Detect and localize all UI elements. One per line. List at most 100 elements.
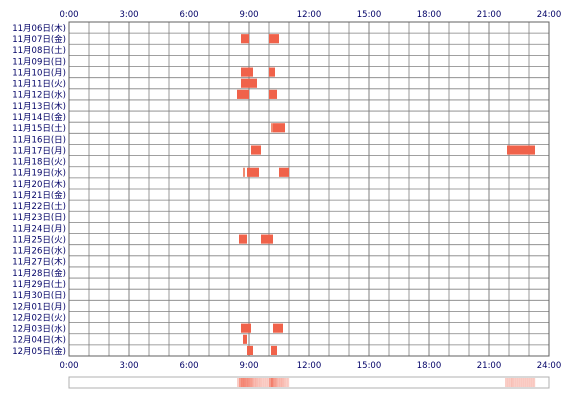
row-label: 11月19日(水) <box>12 168 66 179</box>
row-labels: 11月06日(木)11月07日(金)11月08日(土)11月09日(日)11月1… <box>12 23 66 357</box>
summary-density-cell <box>279 378 282 387</box>
summary-density-cell <box>507 378 510 387</box>
summary-strip <box>68 376 550 389</box>
event-block <box>239 234 247 244</box>
event-block <box>241 67 253 77</box>
event-block <box>513 145 535 155</box>
row-label: 11月24日(月) <box>12 224 66 234</box>
row-label: 11月28日(金) <box>12 268 66 279</box>
bottom-tick-label: 6:00 <box>179 361 198 371</box>
summary-density-cell <box>531 378 534 387</box>
bottom-tick-label: 12:00 <box>297 361 322 371</box>
summary-density-cell <box>241 378 244 387</box>
bottom-tick-label: 18:00 <box>417 361 442 371</box>
row-label: 12月05日(金) <box>12 346 66 357</box>
event-block <box>251 145 261 155</box>
summary-density-cell <box>247 378 250 387</box>
row-label: 11月17日(月) <box>12 146 66 156</box>
top-tick-label: 12:00 <box>297 10 322 20</box>
event-block <box>273 323 283 333</box>
row-label: 11月30日(日) <box>12 291 66 301</box>
row-label: 11月06日(木) <box>12 23 66 34</box>
summary-density-cell <box>243 378 246 387</box>
event-block <box>241 323 251 333</box>
row-label: 11月18日(火) <box>12 158 66 168</box>
event-block <box>241 34 249 44</box>
summary-density-cell <box>517 378 520 387</box>
top-tick-label: 21:00 <box>477 10 502 20</box>
event-blocks <box>237 34 535 355</box>
top-axis-labels: 0:00 3:00 6:00 9:00 12:00 15:00 18:00 21:00 24:0… <box>59 10 561 20</box>
summary-density-cell <box>527 378 530 387</box>
summary-density-cell <box>509 378 512 387</box>
summary-density-cell <box>277 378 280 387</box>
top-tick-label: 15:00 <box>357 10 382 20</box>
row-label: 12月04日(木) <box>12 335 66 346</box>
row-label: 11月21日(金) <box>12 190 66 201</box>
row-label: 11月15日(土) <box>12 123 66 134</box>
top-tick-label: 6:00 <box>179 10 198 20</box>
bottom-tick-label: 0:00 <box>59 361 78 371</box>
summary-density-cell <box>529 378 532 387</box>
row-label: 11月20日(木) <box>12 179 66 190</box>
row-label: 11月09日(日) <box>12 57 66 67</box>
event-block <box>243 334 247 344</box>
row-label: 11月07日(金) <box>12 34 66 45</box>
event-block <box>273 34 279 44</box>
summary-density-cell <box>511 378 514 387</box>
summary-density-cell <box>255 378 258 387</box>
summary-density-cell <box>285 378 288 387</box>
row-label: 11月11日(火) <box>12 80 66 90</box>
event-block <box>243 167 245 177</box>
row-label: 11月27日(木) <box>12 257 66 268</box>
summary-density-cell <box>257 378 260 387</box>
summary-density-cell <box>273 378 276 387</box>
row-label: 11月25日(火) <box>12 235 66 245</box>
row-label: 11月13日(木) <box>12 101 66 112</box>
summary-density-cell <box>237 378 240 387</box>
summary-density-cell <box>269 378 272 387</box>
row-label: 11月10日(月) <box>12 68 66 78</box>
summary-density-cell <box>261 378 264 387</box>
event-block <box>507 145 513 155</box>
plot-border <box>68 21 550 357</box>
summary-density-cell <box>275 378 278 387</box>
top-tick-label: 9:00 <box>239 10 258 20</box>
summary-density-cell <box>505 378 508 387</box>
summary-strip-frame <box>68 376 550 389</box>
summary-density-cell <box>249 378 252 387</box>
row-label: 12月02日(火) <box>12 313 66 323</box>
chart-grid <box>68 21 550 357</box>
event-block <box>271 123 273 133</box>
event-block <box>273 123 285 133</box>
row-label: 11月16日(日) <box>12 135 66 145</box>
event-block <box>269 34 273 44</box>
event-block <box>261 234 273 244</box>
summary-density-cell <box>287 378 290 387</box>
event-block <box>269 67 275 77</box>
row-label: 11月26日(水) <box>12 246 66 257</box>
row-label: 11月08日(土) <box>12 45 66 56</box>
summary-density-cell <box>513 378 516 387</box>
bottom-tick-label: 9:00 <box>239 361 258 371</box>
summary-density-cell <box>251 378 254 387</box>
event-block <box>271 345 277 355</box>
summary-density-cell <box>265 378 268 387</box>
summary-density-cell <box>267 378 270 387</box>
top-tick-label: 18:00 <box>417 10 442 20</box>
row-label: 11月22日(土) <box>12 201 66 212</box>
bottom-tick-label: 21:00 <box>477 361 502 371</box>
summary-density-cell <box>533 378 536 387</box>
summary-density-cell <box>519 378 522 387</box>
row-label: 11月12日(水) <box>12 90 66 101</box>
bottom-tick-label: 24:00 <box>537 361 562 371</box>
event-block <box>269 89 277 99</box>
summary-density-cell <box>239 378 242 387</box>
event-block <box>247 167 259 177</box>
top-tick-label: 24:00 <box>537 10 562 20</box>
event-block <box>279 167 289 177</box>
summary-density-cell <box>245 378 248 387</box>
summary-density-cell <box>283 378 286 387</box>
row-label: 12月01日(月) <box>12 302 66 312</box>
